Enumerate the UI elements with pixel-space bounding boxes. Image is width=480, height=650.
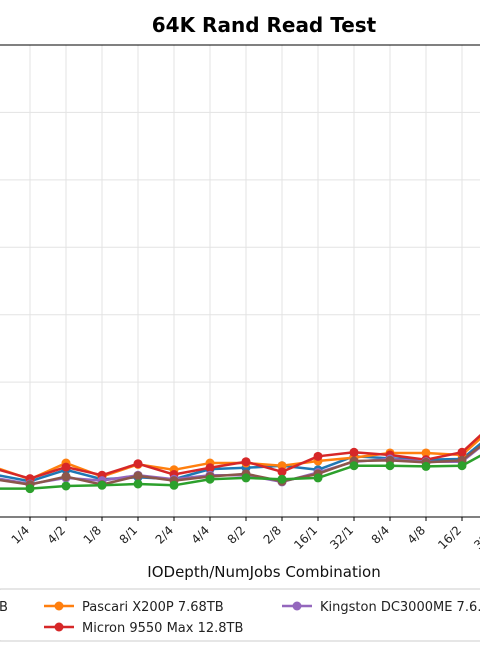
x-tick-label: 8/1	[117, 523, 141, 547]
chart-title: 64K Rand Read Test	[152, 13, 377, 37]
data-point	[422, 462, 431, 471]
x-tick-label: 32/2	[471, 523, 480, 552]
legend-label: Micron 9550 Max 12.8TB	[82, 621, 243, 636]
data-point	[458, 461, 467, 470]
plot-frame	[0, 45, 480, 517]
data-point	[170, 481, 179, 490]
data-point	[134, 479, 143, 488]
data-point	[386, 461, 395, 470]
data-point	[134, 459, 143, 468]
x-tick-label: 16/1	[291, 523, 320, 552]
legend-label: Pascari X200P 7.68TB	[82, 600, 224, 615]
legend-swatch-marker	[55, 602, 64, 611]
data-point	[62, 472, 71, 481]
data-point	[350, 461, 359, 470]
x-tick-label: 8/4	[369, 523, 393, 547]
data-point	[62, 481, 71, 490]
legend-label: Kingston DC3000ME 7.6…	[320, 600, 480, 615]
data-point	[458, 448, 467, 457]
x-tick-label: 8/2	[225, 523, 249, 547]
data-point	[242, 457, 251, 466]
legend-item: …TB	[0, 600, 8, 615]
x-tick-label: 4/2	[45, 523, 69, 547]
series-line	[0, 419, 480, 478]
x-tick-label: 4/8	[405, 523, 429, 547]
series-layer	[0, 415, 480, 493]
data-point	[206, 475, 215, 484]
legend-swatch-marker	[293, 602, 302, 611]
grid	[0, 45, 480, 517]
data-point	[242, 473, 251, 482]
x-tick-label: 1/4	[9, 523, 33, 547]
x-tick-label: 2/4	[153, 523, 177, 547]
data-point	[62, 463, 71, 472]
legend-swatch-marker	[55, 623, 64, 632]
legend-label: …TB	[0, 600, 8, 615]
series-micron-9550-max-12-8tb	[0, 415, 480, 483]
data-point	[350, 448, 359, 457]
x-tick-label: 32/1	[327, 523, 356, 552]
data-point	[314, 452, 323, 461]
x-tick-label: 16/2	[435, 523, 464, 552]
x-tick-label: 1/8	[81, 523, 105, 547]
x-tick-label: 4/4	[189, 523, 213, 547]
data-point	[278, 475, 287, 484]
x-axis-title: IODepth/NumJobs Combination	[147, 563, 380, 581]
data-point	[98, 481, 107, 490]
data-point	[134, 471, 143, 480]
data-point	[314, 473, 323, 482]
x-tick-labels: 1/21/44/21/88/12/44/48/22/816/132/18/44/…	[0, 517, 480, 552]
x-tick-label: 2/8	[261, 523, 285, 547]
data-point	[26, 484, 35, 493]
